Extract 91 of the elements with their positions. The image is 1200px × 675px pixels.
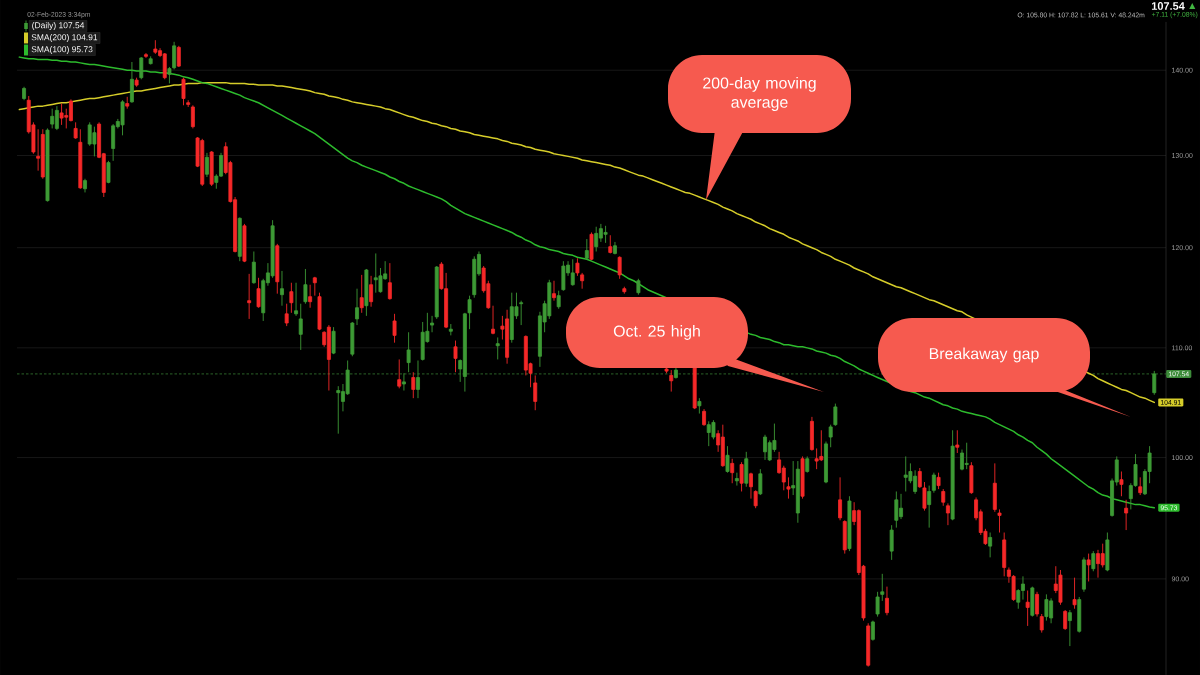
candlestick <box>129 61 134 104</box>
candlestick <box>997 508 1002 533</box>
candlestick <box>92 126 97 157</box>
candlestick <box>59 102 64 126</box>
candlestick <box>336 385 341 434</box>
candlestick <box>247 273 252 320</box>
candlestick <box>838 476 843 521</box>
candlestick <box>1044 593 1049 621</box>
candlestick <box>181 77 186 106</box>
candlestick <box>284 303 289 327</box>
candlestick <box>1072 577 1077 610</box>
candlestick <box>711 419 716 440</box>
candlestick <box>552 280 556 301</box>
candlestick <box>603 225 608 244</box>
candlestick <box>54 105 59 131</box>
candlestick <box>927 484 932 528</box>
candlestick <box>205 152 209 178</box>
legend-label: SMA(200) 104.91 <box>31 33 98 42</box>
legend-label: SMA(100) 95.73 <box>31 45 93 54</box>
candlestick <box>734 472 739 486</box>
candlestick <box>1039 613 1044 633</box>
candlestick <box>988 531 993 558</box>
annotation: 200-day moving average <box>703 76 816 111</box>
candlestick <box>190 104 195 129</box>
candlestick <box>533 374 538 411</box>
candlestick <box>162 52 167 80</box>
candlestick <box>303 268 308 305</box>
candlestick <box>758 468 763 496</box>
candlestick <box>176 45 181 68</box>
candlestick <box>397 358 402 389</box>
candlestick <box>289 282 294 314</box>
candlestick <box>922 481 927 511</box>
candlestick <box>378 267 383 293</box>
candlestick <box>964 442 969 470</box>
candlestick <box>917 467 922 489</box>
candlestick <box>875 591 880 617</box>
candlestick <box>570 258 575 287</box>
candlestick <box>416 359 420 399</box>
candlestick <box>955 429 960 454</box>
candlestick <box>256 277 261 309</box>
candlestick <box>467 295 472 330</box>
candlestick <box>401 372 406 391</box>
candlestick <box>617 255 622 280</box>
candlestick <box>931 472 936 493</box>
candlestick <box>828 424 833 448</box>
candlestick <box>945 502 950 526</box>
candlestick <box>556 290 561 310</box>
candlestick <box>561 260 566 292</box>
candlestick <box>50 108 55 129</box>
candlestick <box>880 573 885 602</box>
candlestick <box>387 262 392 300</box>
candlestick <box>1067 609 1072 647</box>
candlestick <box>111 123 116 162</box>
candlestick <box>519 300 524 326</box>
candlestick <box>1035 591 1039 617</box>
annotation: Breakaway gap <box>929 347 1039 363</box>
annotation: Oct. 25 high <box>613 324 700 340</box>
candlestick <box>1119 470 1124 497</box>
candlestick <box>298 303 303 351</box>
candlestick <box>411 371 416 399</box>
candlestick <box>669 369 674 392</box>
candlestick <box>369 275 374 308</box>
candlestick <box>889 524 894 561</box>
candlestick <box>294 282 298 317</box>
legend-label: (Daily) 107.54 <box>32 21 85 30</box>
candlestick <box>1063 609 1068 631</box>
candlestick <box>359 274 364 314</box>
candlestick <box>594 226 599 252</box>
candlestick <box>894 490 899 528</box>
candlestick <box>725 445 730 473</box>
candlestick <box>786 476 791 499</box>
candlestick <box>1025 589 1030 627</box>
text: 107.54 <box>1151 1 1185 10</box>
candlestick <box>251 250 256 285</box>
candlestick <box>1086 553 1091 582</box>
candlestick <box>739 461 744 492</box>
candlestick <box>120 99 125 136</box>
candlestick <box>730 458 735 484</box>
candlestick <box>144 52 148 59</box>
candlestick <box>495 336 500 360</box>
candlestick <box>885 586 889 616</box>
candlestick <box>308 284 313 309</box>
candlestick <box>453 339 458 373</box>
candlestick <box>280 270 284 307</box>
candlestick <box>1091 550 1096 572</box>
candlestick <box>833 403 838 427</box>
candlestick <box>392 313 397 343</box>
candlestick <box>1124 499 1129 531</box>
candlestick <box>1152 370 1157 396</box>
candlestick <box>406 331 411 373</box>
candlestick <box>331 326 336 355</box>
